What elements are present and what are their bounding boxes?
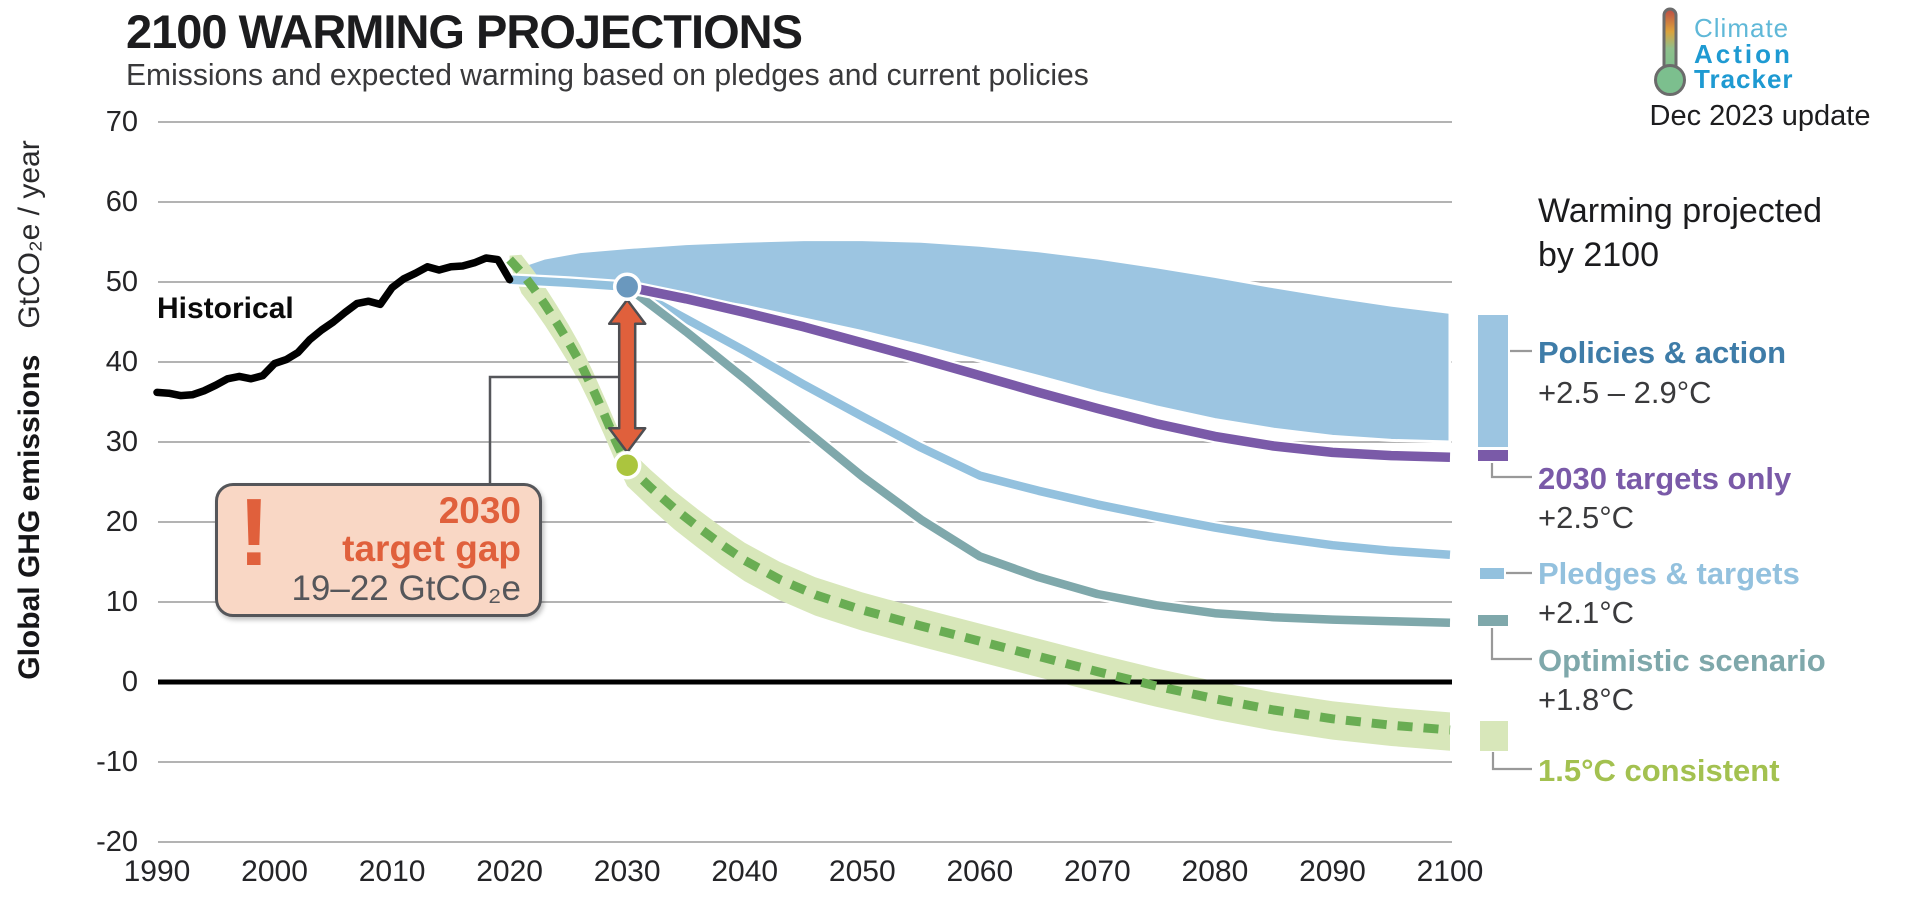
consistent-15c-band (509, 254, 1451, 751)
legend-swatch-optimistic (1478, 615, 1508, 626)
logo-text-climate: Climate (1694, 13, 1790, 43)
legend-swatch-policies-band (1478, 315, 1508, 447)
gapbox-connector-line (488, 375, 619, 483)
gap-value-label: 19–22 GtCO₂e (291, 569, 521, 608)
y-tick--10: -10 (96, 746, 138, 778)
gap-title-label: target gap (342, 528, 521, 569)
historical-series-label: Historical (157, 292, 294, 325)
historical-line (153, 254, 514, 400)
legend-temp-2030-targets: +2.5°C (1538, 500, 1634, 535)
logo-text-action: Action (1694, 39, 1793, 69)
legend-temp-optimistic: +1.8°C (1538, 682, 1634, 717)
consistent-2030-dot (612, 450, 642, 480)
x-tick-2020: 2020 (476, 855, 543, 888)
x-tick-2050: 2050 (828, 855, 896, 888)
legend-swatch-15c (1480, 721, 1508, 751)
x-tick-2040: 2040 (711, 855, 779, 888)
thermometer-icon (1654, 7, 1686, 96)
logo-text-tracker: Tracker (1694, 64, 1794, 94)
x-tick-2060: 2060 (946, 855, 1014, 888)
pledges-2030-dot (612, 272, 642, 302)
x-tick-2080: 2080 (1181, 855, 1249, 888)
legend-swatch-2030-targets (1478, 450, 1508, 461)
legend-swatch-pledges (1480, 568, 1504, 579)
y-tick-20: 20 (105, 506, 138, 538)
optimistic-scenario-line (624, 283, 1451, 628)
exclamation-icon: ! (238, 479, 270, 586)
gap-year-label: 2030 (438, 490, 521, 531)
legend-item-policies-action: Policies & action (1538, 335, 1787, 370)
y-tick-40: 40 (105, 346, 138, 378)
policies-action-band (506, 238, 1452, 444)
y-axis-title-unit: GtCO₂e / year (13, 140, 46, 329)
y-tick-10: 10 (105, 586, 138, 618)
legend-item-optimistic: Optimistic scenario (1538, 643, 1826, 678)
y-tick-0: 0 (121, 666, 138, 698)
page-title: 2100 WARMING PROJECTIONS (126, 5, 803, 58)
x-tick-2000: 2000 (241, 855, 308, 888)
legend-heading-line1: Warming projected (1538, 192, 1823, 230)
legend-temp-policies-action: +2.5 – 2.9°C (1538, 375, 1712, 410)
update-date-label: Dec 2023 update (1649, 100, 1871, 132)
y-tick-60: 60 (105, 186, 138, 218)
legend-leader-15c (1491, 752, 1532, 771)
legend-temp-pledges-targets: +2.1°C (1538, 595, 1634, 630)
x-tick-2030: 2030 (593, 855, 661, 888)
y-tick--20: -20 (96, 826, 138, 858)
legend-item-2030-targets: 2030 targets only (1538, 461, 1792, 496)
legend-item-pledges-targets: Pledges & targets (1538, 556, 1800, 591)
x-tick-2100: 2100 (1416, 855, 1484, 888)
x-tick-1990: 1990 (123, 855, 191, 888)
legend-leader-2030-targets (1490, 463, 1532, 479)
target-gap-annotation-box: ! 2030 target gap 19–22 GtCO₂e (215, 479, 542, 617)
legend-leader-optimistic (1490, 628, 1532, 661)
y-tick-30: 30 (105, 426, 138, 458)
y-tick-70: 70 (105, 106, 138, 138)
y-tick-50: 50 (105, 266, 138, 298)
page-subtitle: Emissions and expected warming based on … (126, 57, 1089, 92)
consistent-15c-dashed-line (506, 256, 1451, 735)
x-tick-2010: 2010 (358, 855, 426, 888)
legend-item-15c-consistent: 1.5°C consistent (1538, 753, 1780, 788)
legend-heading-line2: by 2100 (1538, 236, 1659, 274)
x-tick-2070: 2070 (1063, 855, 1131, 888)
targets-2030-line (626, 282, 1451, 462)
x-tick-2090: 2090 (1299, 855, 1366, 888)
pledges-targets-line (509, 275, 1451, 560)
